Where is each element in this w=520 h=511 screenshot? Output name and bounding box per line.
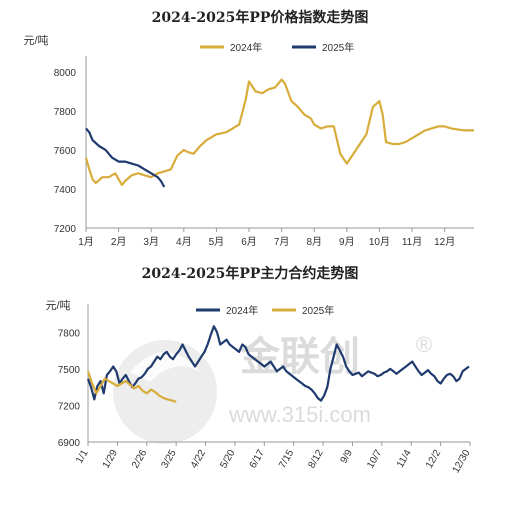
x-tick-label: 5月 <box>209 236 225 248</box>
x-tick-label: 4月 <box>176 236 192 248</box>
y-tick-label: 6900 <box>58 438 81 449</box>
x-tick-label: 1月 <box>78 236 94 248</box>
x-tick-label: 7/15 <box>277 448 296 471</box>
x-tick-label: 1/1 <box>74 448 91 466</box>
watermark-logo-swoosh-icon <box>130 352 200 382</box>
y-tick-label: 7400 <box>54 185 77 196</box>
x-tick-label: 9/9 <box>339 448 356 466</box>
y-axis-unit: 元/吨 <box>23 34 48 47</box>
x-tick-label: 4/22 <box>189 448 208 471</box>
x-tick-label: 6/17 <box>248 448 267 471</box>
y-tick-label: 7500 <box>58 365 81 376</box>
chart-title: 2024-2025年PP价格指数走势图 <box>152 9 369 26</box>
x-tick-label: 12月 <box>434 236 455 248</box>
series-line-2025年 <box>86 370 177 403</box>
series-line-2024年 <box>86 325 470 402</box>
watermark-registered-mark: ® <box>416 332 432 357</box>
legend-label-2: 2025年 <box>322 41 354 54</box>
legend-label-1: 2024年 <box>226 304 258 317</box>
x-tick-label: 8/12 <box>306 448 325 471</box>
series-line-2025年 <box>85 127 166 188</box>
watermark-url: www.315i.com <box>228 402 371 427</box>
y-tick-label: 7600 <box>54 146 77 157</box>
legend-label-1: 2024年 <box>230 41 262 54</box>
chart-series-group <box>84 78 474 188</box>
x-tick-label: 9月 <box>339 236 355 248</box>
y-tick-label: 8000 <box>54 68 77 79</box>
x-tick-label: 10/7 <box>365 448 384 471</box>
x-tick-label: 11/4 <box>395 448 414 470</box>
x-tick-label: 7月 <box>274 236 290 248</box>
chart-series-group <box>86 325 470 403</box>
x-tick-label: 11月 <box>402 236 422 248</box>
chart-legend: 2024年 2025年 <box>200 41 354 54</box>
chart-axes: 7200 7400 7600 7800 8000 1月 2月 3月 4月 5月 6月 7月 8月 9月 10… <box>54 56 474 248</box>
y-tick-label: 7200 <box>58 401 81 412</box>
y-tick-label: 7800 <box>58 328 81 339</box>
chart-legend: 2024年 2025年 <box>196 304 334 317</box>
y-axis-unit: 元/吨 <box>45 299 70 312</box>
x-tick-label: 2月 <box>111 236 127 248</box>
x-tick-label: 3月 <box>143 236 159 248</box>
x-tick-label: 8月 <box>306 236 322 248</box>
watermark-brand: 金联创 <box>239 334 360 379</box>
price-index-chart-panel: 2024-2025年PP价格指数走势图 元/吨 2024年 2025年 7200 7… <box>23 9 474 248</box>
series-line-2024年 <box>84 78 474 187</box>
chart-title: 2024-2025年PP主力合约走势图 <box>142 265 359 282</box>
y-tick-label: 7200 <box>54 224 77 235</box>
x-tick-label: 1/29 <box>101 448 120 471</box>
futures-contract-chart: 金联创 www.315i.com ® 2024-2025年PP主力合约走势图 元… <box>45 265 473 476</box>
y-tick-label: 7800 <box>54 107 77 118</box>
x-tick-label: 10月 <box>369 236 390 248</box>
price-index-chart: 2024-2025年PP价格指数走势图 元/吨 2024年 2025年 72007… <box>23 9 474 248</box>
x-tick-label: 12/30 <box>451 448 473 476</box>
futures-contract-chart-panel: 金联创 www.315i.com ® 2024-2025年PP主力合约走势图 元… <box>0 262 520 511</box>
watermark: 金联创 www.315i.com ® <box>113 332 432 444</box>
x-tick-label: 6月 <box>241 236 257 248</box>
x-tick-label: 5/20 <box>218 448 237 471</box>
legend-label-2: 2025年 <box>302 304 334 317</box>
x-tick-label: 3/25 <box>159 448 178 471</box>
x-tick-label: 12/2 <box>424 448 443 471</box>
x-tick-label: 2/26 <box>130 448 149 471</box>
